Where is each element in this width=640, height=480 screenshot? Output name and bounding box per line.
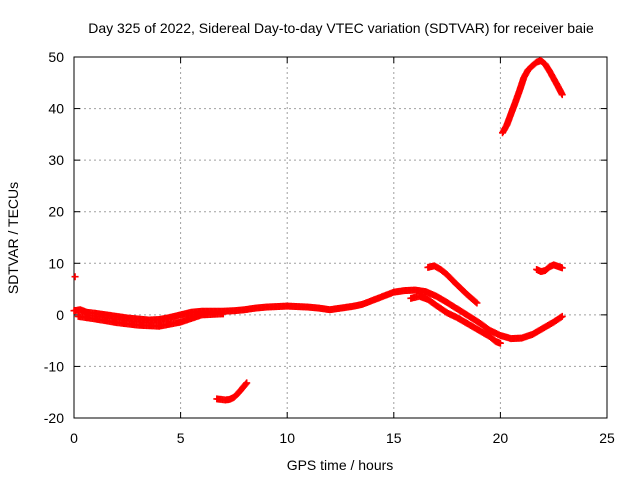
series-second-band — [407, 292, 504, 347]
y-tick-label: 20 — [48, 204, 64, 220]
x-tick-label: 20 — [493, 430, 509, 446]
chart-title: Day 325 of 2022, Sidereal Day-to-day VTE… — [88, 20, 594, 36]
data-point — [496, 339, 504, 347]
series-lower-band — [74, 310, 227, 330]
x-tick-label: 25 — [599, 430, 615, 446]
series-negative-arc — [213, 379, 251, 404]
series-right-cluster — [533, 261, 566, 276]
x-axis-label: GPS time / hours — [287, 457, 394, 473]
y-tick-label: -10 — [44, 358, 64, 374]
x-tick-label: 0 — [70, 430, 78, 446]
y-axis: -20 -10 0 10 20 30 40 50 — [44, 49, 607, 426]
y-tick-label: 30 — [48, 152, 64, 168]
y-tick-label: -20 — [44, 410, 64, 426]
x-tick-label: 10 — [279, 430, 295, 446]
y-tick-label: 50 — [48, 49, 64, 65]
data-point — [558, 312, 566, 320]
data-point — [558, 91, 566, 99]
data-point — [71, 273, 79, 281]
data-point — [242, 380, 250, 388]
data-points — [70, 57, 566, 404]
y-tick-label: 0 — [56, 307, 64, 323]
data-point — [557, 313, 565, 321]
series-main-band — [70, 286, 566, 343]
data-point — [473, 299, 481, 307]
y-tick-label: 40 — [48, 101, 64, 117]
x-tick-label: 5 — [177, 430, 185, 446]
x-tick-label: 15 — [386, 430, 402, 446]
y-tick-label: 10 — [48, 255, 64, 271]
x-axis: 0 5 10 15 20 25 — [70, 57, 615, 446]
data-point — [243, 379, 251, 387]
plot-area-border — [73, 56, 608, 419]
series-descending-trail — [424, 262, 481, 307]
series-high-arc — [499, 57, 566, 137]
y-axis-label: SDTVAR / TECUs — [5, 182, 21, 294]
series-isolated-point — [71, 273, 79, 281]
data-point — [558, 264, 566, 272]
data-point — [219, 310, 227, 318]
data-point — [472, 298, 480, 306]
grid-lines — [74, 57, 607, 418]
